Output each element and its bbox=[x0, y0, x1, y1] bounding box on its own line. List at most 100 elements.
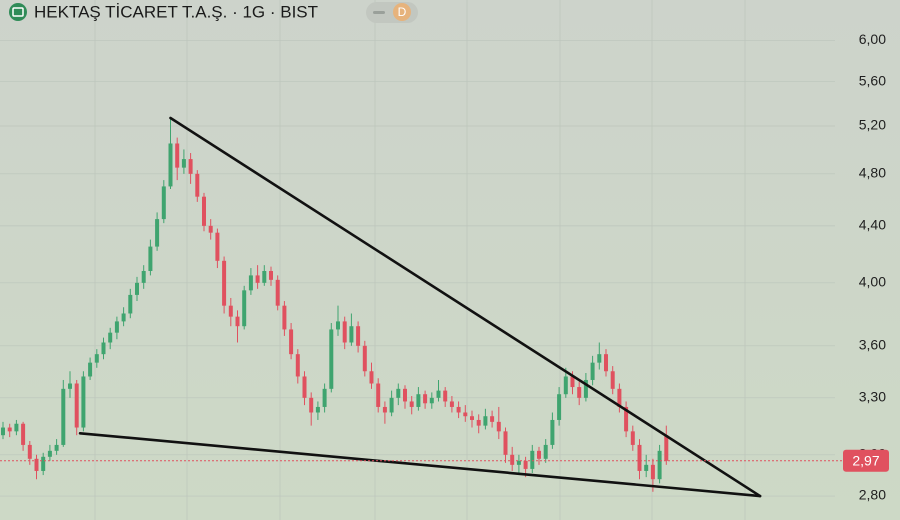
candle-body bbox=[315, 406, 320, 413]
candle-body bbox=[309, 397, 314, 413]
last-price-label: 2,97 bbox=[852, 453, 879, 469]
candle-body bbox=[644, 464, 649, 471]
candle-body bbox=[490, 416, 495, 422]
candle-body bbox=[496, 421, 501, 432]
last-price-badge bbox=[843, 449, 889, 472]
candle-body bbox=[403, 388, 407, 402]
badge-dash bbox=[373, 11, 385, 14]
candle-body bbox=[523, 460, 528, 469]
candle-body bbox=[61, 388, 66, 445]
candle-body bbox=[503, 431, 508, 455]
candle-body bbox=[470, 416, 474, 420]
candle-body bbox=[590, 362, 595, 380]
candle-body bbox=[409, 401, 414, 407]
logo bbox=[9, 3, 27, 21]
candle-body bbox=[235, 316, 240, 327]
candle-body bbox=[624, 406, 629, 432]
candle-body bbox=[302, 376, 307, 398]
candle-body bbox=[577, 387, 582, 398]
candle-body bbox=[161, 186, 166, 220]
candle-body bbox=[68, 383, 72, 389]
candle-body bbox=[275, 279, 280, 306]
candle-body bbox=[148, 246, 153, 271]
candle-body bbox=[121, 313, 126, 322]
candle-body bbox=[269, 270, 273, 280]
candle-body bbox=[617, 388, 622, 407]
y-tick-label: 4,40 bbox=[859, 217, 886, 233]
y-tick-label: 3,60 bbox=[859, 337, 886, 353]
y-tick-label: 3,30 bbox=[859, 389, 886, 405]
plot bbox=[0, 116, 842, 498]
candle-body bbox=[7, 427, 12, 432]
candle-body bbox=[195, 173, 200, 197]
candle-body bbox=[604, 354, 608, 372]
candle-body bbox=[449, 401, 454, 407]
candle-body bbox=[510, 454, 515, 465]
candle-body bbox=[242, 290, 247, 327]
candle-body bbox=[262, 270, 267, 283]
candle-body bbox=[135, 282, 139, 295]
candle-body bbox=[423, 394, 428, 404]
y-tick-label: 4,00 bbox=[859, 274, 886, 290]
candle-body bbox=[255, 275, 260, 283]
candle-body bbox=[208, 225, 213, 233]
candle-body bbox=[443, 390, 448, 402]
candle-body bbox=[362, 345, 367, 372]
candle-body bbox=[329, 329, 334, 389]
candle-body bbox=[202, 196, 206, 226]
candle-body bbox=[248, 275, 253, 291]
candle-body bbox=[429, 397, 434, 404]
y-tick-label: 4,80 bbox=[859, 165, 886, 181]
candle-body bbox=[550, 419, 555, 445]
candle-body bbox=[181, 159, 186, 168]
candle-body bbox=[416, 394, 421, 407]
candle-body bbox=[175, 143, 180, 168]
chart-title: HEKTAŞ TİCARET T.A.Ş. · 1G · BIST bbox=[34, 2, 318, 21]
candle-body bbox=[14, 423, 19, 432]
y-tick-label: 6,00 bbox=[859, 31, 886, 47]
candle-body bbox=[597, 354, 602, 363]
candle-body bbox=[282, 305, 287, 330]
candle-body bbox=[389, 397, 394, 413]
trendline bbox=[78, 431, 762, 498]
trendline bbox=[169, 116, 762, 498]
y-tick-label: 5,20 bbox=[859, 117, 886, 133]
candle-body bbox=[369, 371, 374, 384]
candle-body bbox=[155, 219, 160, 247]
candle-body bbox=[436, 390, 441, 398]
badge-circle bbox=[393, 3, 411, 21]
candle-body bbox=[657, 450, 662, 480]
candle-body bbox=[289, 329, 294, 355]
candle-body bbox=[47, 450, 52, 457]
candle-body bbox=[570, 376, 575, 388]
candle-body bbox=[630, 431, 635, 445]
candle-body bbox=[516, 460, 521, 465]
candle-body bbox=[637, 444, 642, 471]
candle-body bbox=[530, 450, 535, 469]
candle-body bbox=[41, 456, 46, 471]
candle-body bbox=[563, 376, 568, 395]
candle-body bbox=[664, 435, 669, 461]
y-tick-label: 2,80 bbox=[859, 487, 886, 503]
candle-body bbox=[222, 260, 227, 306]
badge: D bbox=[398, 5, 407, 19]
candle-body bbox=[88, 362, 93, 377]
candle-body bbox=[128, 294, 133, 314]
candle-body bbox=[483, 416, 488, 426]
candle-body bbox=[108, 332, 113, 343]
candle-body bbox=[382, 406, 387, 413]
candle-body bbox=[476, 419, 481, 426]
candle-body bbox=[27, 444, 32, 459]
candle-body bbox=[342, 321, 347, 343]
candle-body bbox=[537, 450, 541, 459]
candle-body bbox=[456, 406, 461, 413]
candle-body bbox=[650, 464, 655, 480]
candle-body bbox=[543, 444, 548, 459]
candle-body bbox=[94, 354, 99, 363]
candle-body bbox=[101, 342, 106, 355]
candle-body bbox=[610, 371, 615, 389]
header: HEKTAŞ TİCARET T.A.Ş. · 1G · BIST D bbox=[9, 2, 418, 23]
candle-body bbox=[34, 458, 39, 471]
candle-body bbox=[1, 427, 5, 436]
grid bbox=[0, 0, 835, 520]
